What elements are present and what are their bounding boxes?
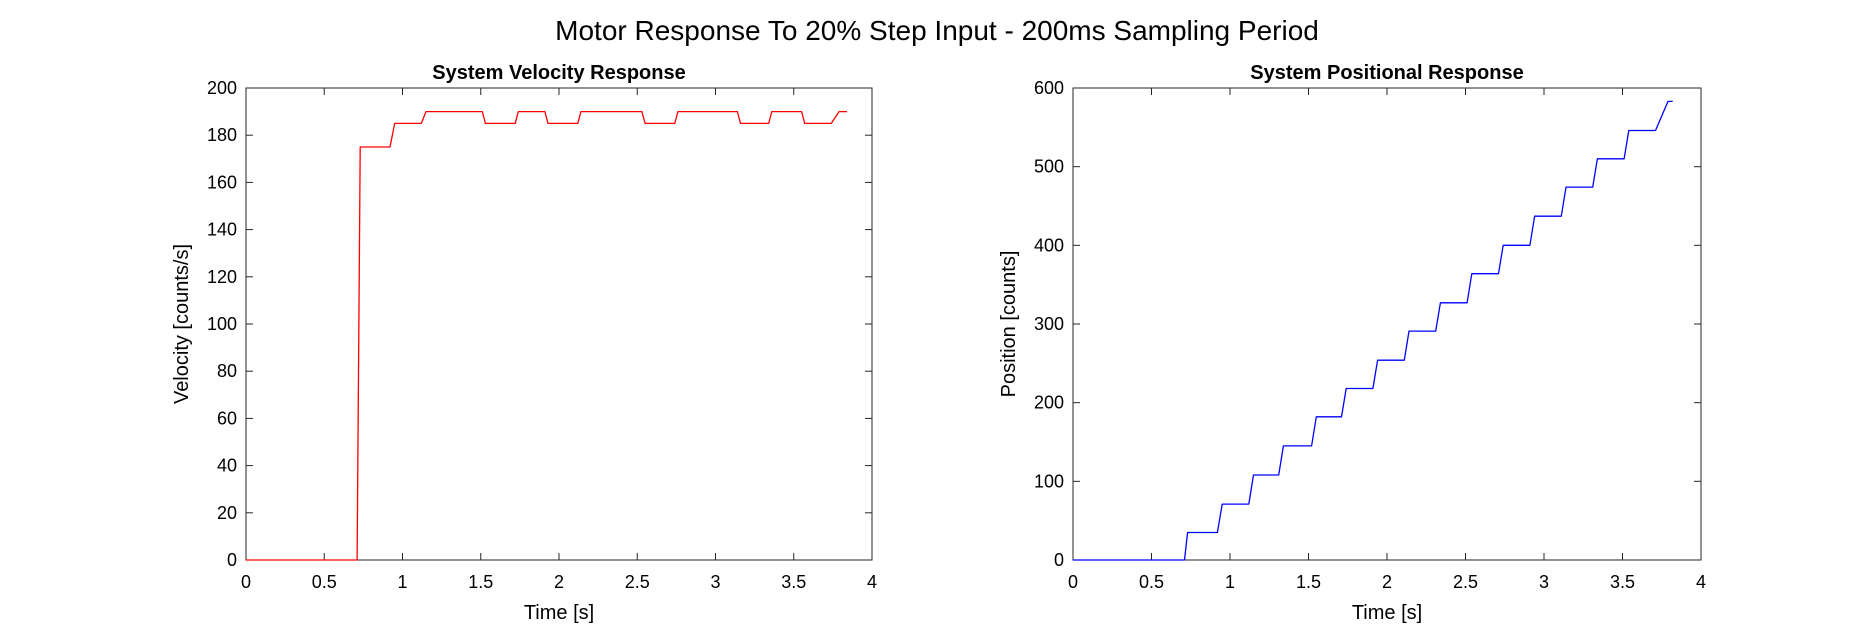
velocity-y-tick-label: 60	[217, 408, 237, 428]
velocity-y-tick-label: 40	[217, 456, 237, 476]
figure-title: Motor Response To 20% Step Input - 200ms…	[555, 15, 1319, 46]
velocity-x-tick-label: 4	[867, 572, 877, 592]
velocity-y-tick-label: 180	[207, 125, 237, 145]
velocity-x-tick-label: 1	[397, 572, 407, 592]
position-y-tick-label: 600	[1034, 78, 1064, 98]
position-series-line-0	[1073, 100, 1673, 561]
position-y-axis-label: Position [counts]	[998, 251, 1020, 398]
velocity-x-tick-label: 2.5	[625, 572, 650, 592]
velocity-plot-area	[245, 87, 873, 561]
position-x-tick-label: 2	[1382, 572, 1392, 592]
velocity-y-tick-label: 200	[207, 78, 237, 98]
position-y-tick-label: 100	[1034, 471, 1064, 491]
velocity-x-tick-label: 0.5	[312, 572, 337, 592]
velocity-y-tick-label: 20	[217, 503, 237, 523]
velocity-y-tick-label: 160	[207, 172, 237, 192]
velocity-x-tick-label: 0	[241, 572, 251, 592]
velocity-x-tick-label: 1.5	[468, 572, 493, 592]
position-x-tick-label: 1.5	[1296, 572, 1321, 592]
position-x-tick-label: 3.5	[1610, 572, 1635, 592]
position-x-tick-label: 1	[1225, 572, 1235, 592]
velocity-y-tick-label: 140	[207, 220, 237, 240]
velocity-y-tick-label: 0	[227, 550, 237, 570]
velocity-y-tick-label: 100	[207, 314, 237, 334]
position-axes: 0 0.5 1 1.5 2 2.5 3 3.5 4 0 100 200 300 400 500 600 Syst…	[998, 62, 1706, 624]
position-y-tick-label: 500	[1034, 157, 1064, 177]
position-x-tick-label: 3	[1539, 572, 1549, 592]
position-x-tick-label: 0.5	[1139, 572, 1164, 592]
position-chart-title: System Positional Response	[1250, 62, 1523, 84]
position-x-tick-label: 2.5	[1453, 572, 1478, 592]
position-x-axis-label: Time [s]	[1352, 602, 1422, 624]
position-y-tick-label: 0	[1054, 550, 1064, 570]
position-y-tick-label: 200	[1034, 393, 1064, 413]
velocity-y-axis-label: Velocity [counts/s]	[171, 244, 193, 404]
position-y-tick-label: 300	[1034, 314, 1064, 334]
velocity-axes: 0 0.5 1 1.5 2 2.5 3 3.5 402040608010012014016018…	[171, 62, 877, 624]
velocity-x-tick-label: 2	[554, 572, 564, 592]
velocity-x-tick-label: 3.5	[781, 572, 806, 592]
position-y-tick-label: 400	[1034, 235, 1064, 255]
velocity-series-line-0	[246, 110, 847, 561]
position-x-tick-label: 0	[1068, 572, 1078, 592]
velocity-x-tick-label: 3	[710, 572, 720, 592]
velocity-y-tick-label: 120	[207, 267, 237, 287]
velocity-y-tick-label: 80	[217, 361, 237, 381]
velocity-x-axis-label: Time [s]	[524, 602, 594, 624]
position-x-tick-label: 4	[1696, 572, 1706, 592]
velocity-chart-title: System Velocity Response	[432, 62, 685, 84]
